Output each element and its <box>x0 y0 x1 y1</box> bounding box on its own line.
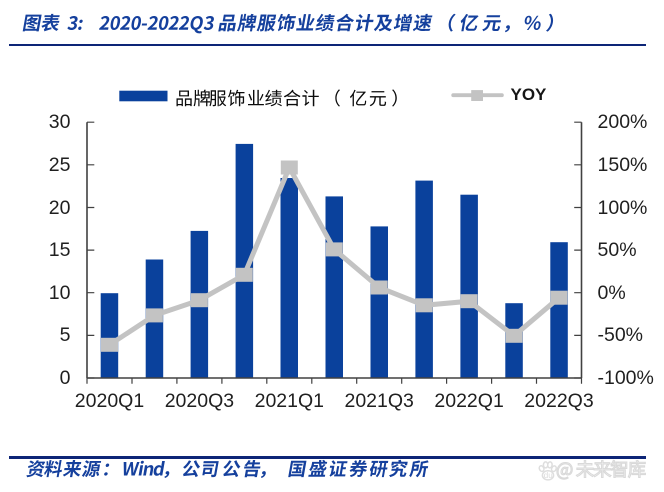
svg-text:du: du <box>544 471 553 480</box>
